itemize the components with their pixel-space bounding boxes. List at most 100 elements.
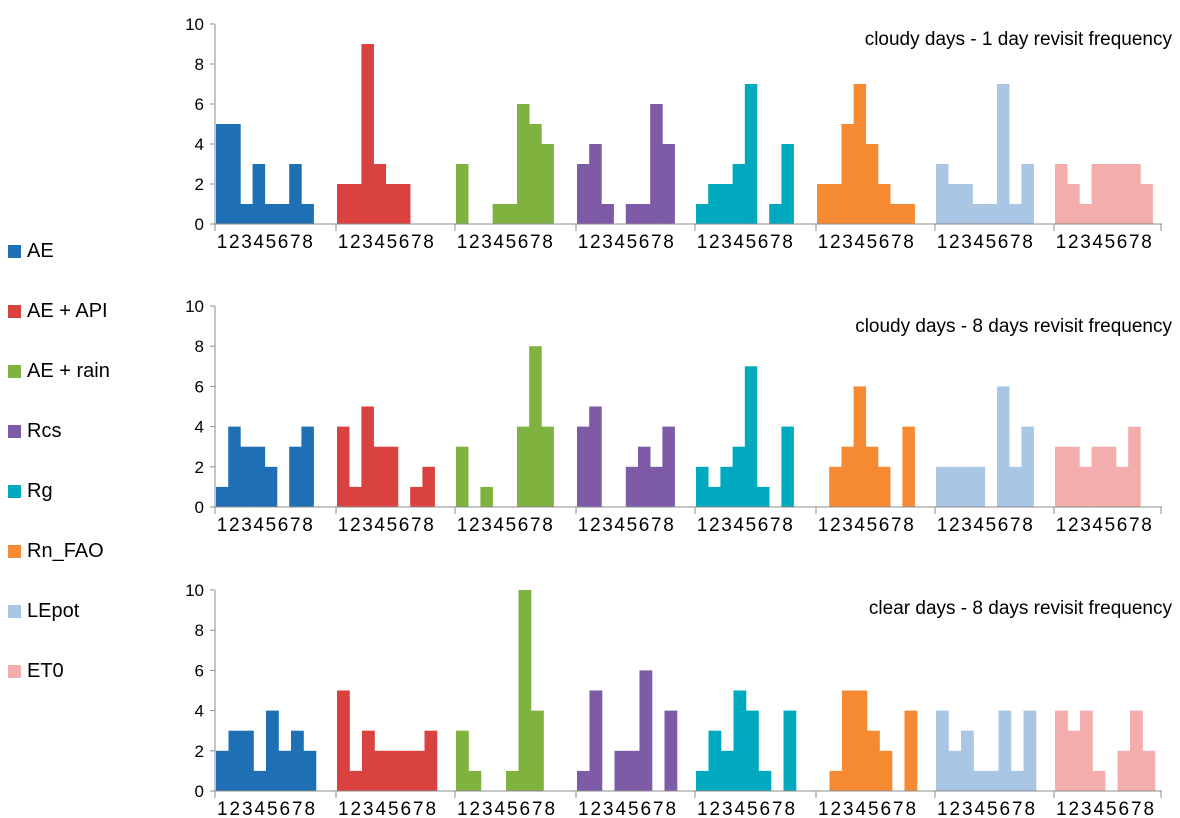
histogram-bar	[228, 730, 242, 791]
histogram-bar	[1128, 164, 1141, 224]
histogram-bar	[902, 204, 915, 224]
x-tick-label: 5	[987, 799, 998, 818]
x-tick-label: 4	[1093, 799, 1104, 818]
histogram-bar	[216, 124, 229, 224]
histogram-bar	[301, 426, 314, 507]
legend-swatch	[8, 364, 21, 378]
x-tick-label: 3	[362, 232, 373, 253]
x-tick-label: 3	[603, 799, 614, 818]
histogram-bar	[960, 466, 973, 507]
histogram-bar	[829, 184, 842, 224]
x-tick-label: 7	[292, 799, 303, 818]
x-tick-label: 5	[507, 799, 518, 818]
histogram-bar	[289, 164, 302, 224]
histogram-bar	[746, 710, 759, 791]
histogram-bar	[1092, 770, 1106, 791]
histogram-bar	[349, 770, 363, 791]
legend-swatch	[8, 604, 21, 618]
x-tick-label: 3	[961, 515, 972, 536]
x-tick-label: 7	[290, 515, 301, 536]
x-tick-label: 5	[986, 515, 997, 536]
x-tick-label: 3	[843, 799, 854, 818]
x-tick-label: 3	[842, 515, 853, 536]
x-tick-label: 5	[267, 799, 278, 818]
x-tick-label: 1	[338, 799, 349, 818]
x-tick-label: 3	[1081, 799, 1092, 818]
x-tick-label: 7	[770, 232, 781, 253]
x-tick-label: 7	[1010, 232, 1021, 253]
x-tick-label: 2	[830, 232, 841, 253]
x-tick-label: 8	[544, 799, 555, 818]
x-tick-label: 4	[493, 232, 504, 253]
histogram-bar	[948, 184, 961, 224]
histogram-bar	[577, 770, 590, 791]
x-tick-label: 8	[423, 232, 434, 253]
x-tick-label: 1	[338, 232, 349, 253]
x-tick-label: 8	[1141, 515, 1152, 536]
x-tick-label: 2	[469, 515, 480, 536]
histogram-bar	[936, 164, 949, 224]
x-tick-label: 2	[350, 515, 361, 536]
histogram-bar	[398, 184, 411, 224]
y-tick-label: 2	[195, 458, 204, 477]
y-tick-label: 4	[195, 135, 204, 154]
histogram-bar	[781, 426, 794, 507]
panel-title: clear days - 8 days revisit frequency	[869, 598, 1173, 619]
histogram-bar	[1067, 184, 1080, 224]
histogram-bar	[385, 184, 399, 224]
x-tick-label: 7	[651, 232, 662, 253]
x-tick-label: 1	[217, 799, 228, 818]
histogram-bar	[639, 670, 653, 791]
histogram-bar	[301, 204, 314, 224]
x-tick-label: 2	[709, 232, 720, 253]
histogram-bar	[854, 690, 868, 791]
histogram-bar	[758, 770, 772, 791]
legend-swatch	[8, 244, 21, 258]
x-tick-label: 2	[350, 232, 361, 253]
x-tick-label: 7	[413, 799, 424, 818]
histogram-bar	[708, 184, 721, 224]
legend-item: Rn_FAO	[8, 536, 104, 566]
histogram-bar	[986, 770, 999, 791]
x-tick-label: 6	[759, 799, 770, 818]
histogram-bar	[720, 184, 733, 224]
histogram-bar	[638, 446, 651, 507]
histogram-bar	[252, 164, 266, 224]
x-tick-label: 2	[469, 232, 480, 253]
x-tick-label: 3	[1080, 232, 1091, 253]
x-tick-label: 4	[973, 232, 984, 253]
histogram-bar	[902, 426, 915, 507]
histogram-bar	[517, 426, 530, 507]
legend-item: AE	[8, 236, 54, 266]
histogram-bar	[1067, 730, 1081, 791]
histogram-bar	[387, 750, 400, 791]
histogram-bar	[480, 486, 493, 507]
y-tick-label: 8	[195, 55, 204, 74]
histogram-bar	[817, 184, 830, 224]
histogram-bar	[531, 710, 544, 791]
histogram-bar	[216, 486, 229, 507]
x-tick-label: 4	[855, 799, 866, 818]
y-tick-label: 0	[195, 215, 204, 234]
x-tick-label: 7	[651, 515, 662, 536]
histogram-bar	[1140, 184, 1153, 224]
histogram-bar	[518, 590, 532, 791]
histogram-bar	[589, 144, 602, 224]
legend-swatch	[8, 304, 21, 318]
x-tick-label: 5	[506, 515, 517, 536]
x-tick-label: 7	[770, 515, 781, 536]
x-tick-label: 1	[578, 515, 589, 536]
x-tick-label: 8	[1143, 799, 1154, 818]
histogram-bar	[361, 44, 374, 224]
x-tick-label: 6	[998, 232, 1009, 253]
legend-label: Rn_FAO	[27, 539, 104, 562]
x-tick-label: 4	[493, 515, 504, 536]
histogram-bar	[733, 690, 747, 791]
histogram-bar	[424, 730, 438, 791]
legend-item: Rcs	[8, 416, 61, 446]
histogram-bar	[241, 730, 254, 791]
x-tick-label: 4	[974, 799, 985, 818]
x-tick-label: 8	[1022, 515, 1033, 536]
panel-title: cloudy days - 8 days revisit frequency	[855, 316, 1172, 337]
